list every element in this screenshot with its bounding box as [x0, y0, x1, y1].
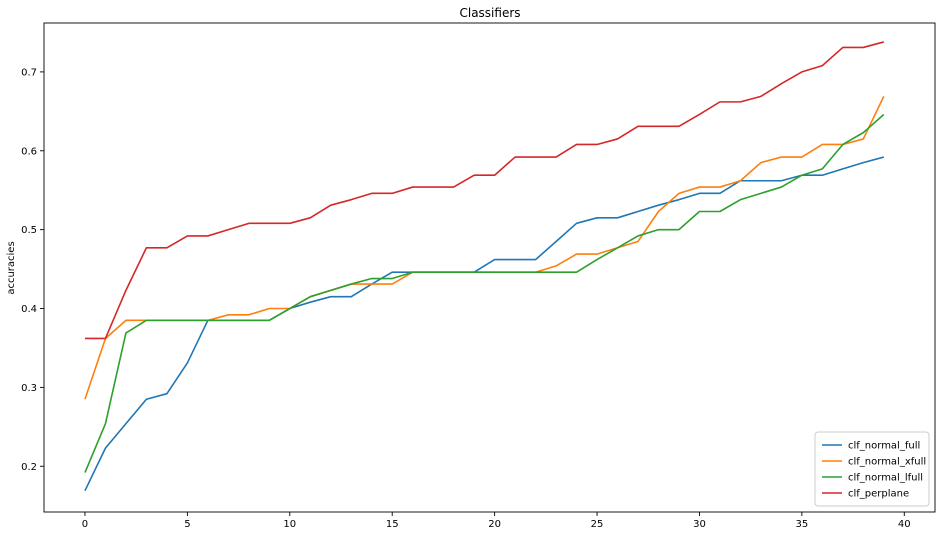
y-tick-label: 0.7	[21, 67, 37, 78]
x-tick-label: 35	[795, 519, 808, 530]
x-tick-label: 5	[184, 519, 190, 530]
x-tick-label: 20	[488, 519, 501, 530]
series-layer	[84, 41, 885, 492]
legend-box	[814, 431, 930, 507]
series-line-clf-normal-full	[84, 156, 884, 492]
plot-frame	[43, 22, 936, 513]
legend-label: clf_normal_full	[848, 441, 920, 452]
legend-label: clf_normal_xfull	[848, 457, 926, 468]
axes-layer: 0 5 10 15 20 25 30 35 40 0.2 0.3 0.4 0.5 0.6 0.7	[21, 22, 936, 530]
x-tick-label: 10	[283, 519, 296, 530]
y-tick-label: 0.5	[21, 225, 37, 236]
series-line-clf-normal-lfull	[84, 113, 885, 473]
chart-title: Classifiers	[459, 6, 520, 20]
x-tick-label: 0	[82, 519, 88, 530]
y-tick-label: 0.4	[21, 304, 37, 315]
x-tick-label: 30	[693, 519, 706, 530]
y-tick-label: 0.2	[21, 462, 37, 473]
y-axis-label: accuracies	[6, 241, 17, 294]
y-tick-label: 0.3	[21, 383, 37, 394]
legend-label: clf_normal_lfull	[848, 473, 923, 484]
x-tick-label: 25	[591, 519, 604, 530]
x-tick-label: 15	[386, 519, 399, 530]
legend: clf_normal_full clf_normal_xfull clf_norma…	[814, 431, 930, 507]
y-tick-label: 0.6	[21, 146, 37, 157]
series-line-clf-normal-xfull	[84, 96, 885, 400]
x-tick-label: 40	[898, 519, 911, 530]
legend-label: clf_perplane	[848, 489, 909, 500]
series-line-clf-perplane	[84, 41, 884, 340]
